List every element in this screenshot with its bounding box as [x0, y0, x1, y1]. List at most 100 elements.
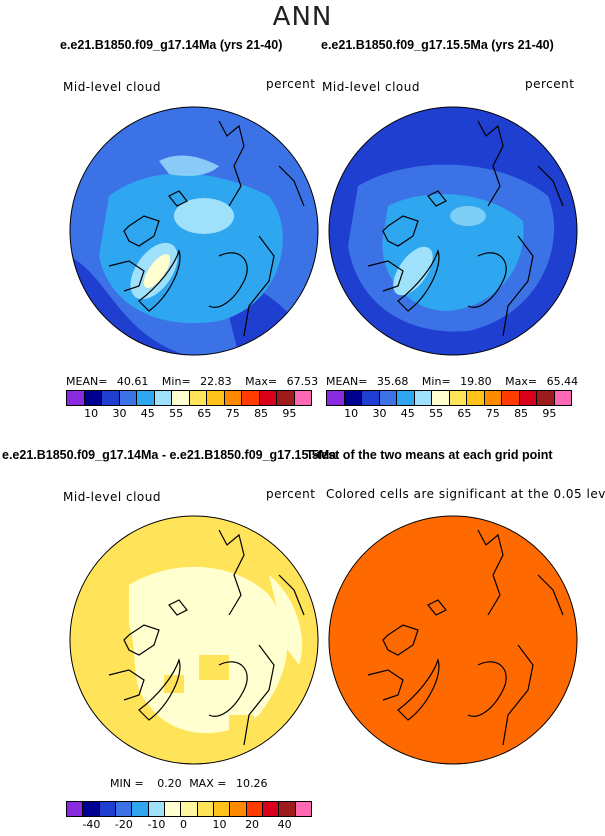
colorbar-tick-label: 75 [225, 407, 240, 420]
panel1-min-label: Min= [161, 375, 191, 388]
map3-border [69, 515, 319, 765]
colorbar-tick-label: 30 [112, 407, 127, 420]
panel2-colorbar-ticks: 10 30 45 55 65 75 85 95 [326, 407, 570, 421]
map1-coastlines [108, 120, 305, 337]
panel3-title: e.e21.B1850.f09_g17.14Ma - e.e21.B1850.f… [2, 448, 337, 462]
panel3-map [69, 515, 319, 765]
colorbar-swatch [84, 391, 102, 405]
panel3-stats: MIN = 0.20 MAX = 10.26 [110, 777, 267, 790]
map2-border [328, 106, 578, 356]
colorbar-tick-label: 30 [372, 407, 387, 420]
colorbar-swatch [242, 391, 260, 405]
panel2-colorbar [326, 390, 572, 406]
colorbar-swatch [327, 391, 345, 405]
colorbar-tick-label: 75 [485, 407, 500, 420]
panel3-colorbar-ticks: -40 -20 -10 0 10 20 40 [66, 818, 310, 832]
colorbar-swatch [484, 391, 502, 405]
colorbar-swatch [154, 391, 172, 405]
colorbar-swatch [279, 802, 296, 816]
colorbar-swatch [537, 391, 555, 405]
map3-region-patch [229, 715, 254, 730]
colorbar-tick-label: 95 [282, 407, 297, 420]
map3-region-patch [164, 675, 184, 693]
colorbar-swatch [207, 391, 225, 405]
colorbar-swatch [164, 802, 182, 816]
panel2-max-label: Max= [505, 375, 538, 388]
panel3-min-label: MIN = [110, 777, 144, 790]
colorbar-tick-label: 0 [180, 818, 187, 831]
panel3-units: percent [266, 487, 316, 501]
colorbar-swatch [397, 391, 415, 405]
colorbar-swatch [67, 391, 85, 405]
colorbar-swatch [230, 802, 247, 816]
colorbar-tick-label: 85 [514, 407, 529, 420]
colorbar-swatch [102, 391, 120, 405]
colorbar-tick-label: 10 [212, 818, 227, 831]
panel3-max-value: 10.26 [235, 777, 268, 790]
colorbar-tick-label: 65 [197, 407, 212, 420]
panel2-map [328, 106, 578, 356]
colorbar-swatch [414, 391, 432, 405]
map3-region-patch [199, 655, 229, 680]
colorbar-swatch [362, 391, 380, 405]
colorbar-swatch [181, 802, 198, 816]
panel2-min-value: 19.80 [460, 375, 492, 388]
panel1-mean-label: MEAN= [66, 375, 108, 388]
panel1-mean-value: 40.61 [116, 375, 149, 388]
panel1-units: percent [266, 77, 316, 91]
map1-border [69, 106, 319, 356]
colorbar-swatch [132, 802, 149, 816]
colorbar-swatch [294, 391, 311, 405]
colorbar-swatch [148, 802, 165, 816]
colorbar-swatch [246, 802, 263, 816]
colorbar-tick-label: 85 [254, 407, 269, 420]
colorbar-swatch [432, 391, 450, 405]
colorbar-swatch [449, 391, 467, 405]
colorbar-tick-label: 40 [277, 818, 292, 831]
map4-coastlines [367, 529, 564, 746]
map2-greenland-light [393, 246, 433, 296]
panel1-max-label: Max= [245, 375, 278, 388]
colorbar-swatch [99, 802, 116, 816]
panel3-max-label: MAX = [189, 777, 227, 790]
colorbar-swatch [295, 802, 311, 816]
colorbar-tick-label: 20 [245, 818, 260, 831]
colorbar-swatch [262, 802, 280, 816]
colorbar-swatch [189, 391, 207, 405]
colorbar-swatch [83, 802, 100, 816]
map3-coastlines [108, 529, 305, 746]
colorbar-swatch [67, 802, 84, 816]
panel2-mean-value: 35.68 [376, 375, 409, 388]
panel2-stats: MEAN= 35.68 Min= 19.80 Max= 65.44 [326, 375, 578, 388]
colorbar-tick-label: 45 [140, 407, 155, 420]
map2-coastlines [367, 120, 564, 337]
colorbar-swatch [502, 391, 520, 405]
map3-region-light [269, 575, 303, 665]
map1-region-light [159, 155, 219, 176]
panel2-mean-label: MEAN= [326, 375, 368, 388]
colorbar-tick-label: 65 [457, 407, 472, 420]
colorbar-swatch [277, 391, 295, 405]
colorbar-tick-label: 55 [429, 407, 444, 420]
map2-region-light [450, 206, 486, 226]
map4-significance-fill [329, 516, 577, 764]
colorbar-swatch [119, 391, 137, 405]
panel1-colorbar-ticks: 10 30 45 55 65 75 85 95 [66, 407, 310, 421]
panel3-field-label: Mid-level cloud [63, 490, 161, 504]
panel3-colorbar [66, 801, 312, 817]
colorbar-tick-label: 95 [542, 407, 557, 420]
map1-region-light [174, 198, 234, 234]
panel1-field-label: Mid-level cloud [63, 80, 161, 94]
colorbar-swatch [213, 802, 231, 816]
season-title: ANN [272, 2, 333, 32]
colorbar-swatch [467, 391, 485, 405]
colorbar-swatch [259, 391, 277, 405]
colorbar-tick-label: 10 [84, 407, 99, 420]
panel1-map [69, 106, 319, 356]
colorbar-swatch [137, 391, 155, 405]
colorbar-swatch [224, 391, 242, 405]
colorbar-swatch [519, 391, 537, 405]
panel2-min-label: Min= [421, 375, 451, 388]
panel1-colorbar [66, 390, 312, 406]
panel2-max-value: 65.44 [546, 375, 579, 388]
